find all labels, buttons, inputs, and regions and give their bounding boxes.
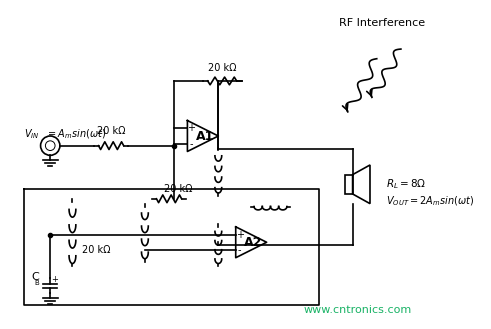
Text: $V_{IN}$: $V_{IN}$ <box>24 127 40 141</box>
Text: 20 kΩ: 20 kΩ <box>208 63 237 73</box>
Text: A2: A2 <box>244 236 262 249</box>
Text: 20 kΩ: 20 kΩ <box>97 126 125 136</box>
Text: A1: A1 <box>195 130 214 142</box>
Text: -: - <box>190 139 193 149</box>
Text: +: + <box>52 275 58 285</box>
Text: www.cntronics.com: www.cntronics.com <box>303 305 411 315</box>
Text: -: - <box>238 245 241 255</box>
Text: +: + <box>236 230 244 240</box>
Text: $= A_m sin(\omega t)$: $= A_m sin(\omega t)$ <box>46 127 107 141</box>
Text: $R_L = 8\Omega$: $R_L = 8\Omega$ <box>386 177 427 191</box>
Text: RF Interference: RF Interference <box>338 18 425 28</box>
Text: $V_{OUT} = 2A_m sin(\omega t)$: $V_{OUT} = 2A_m sin(\omega t)$ <box>386 194 474 208</box>
Text: +: + <box>187 123 195 133</box>
Text: C: C <box>31 272 39 282</box>
Text: 20 kΩ: 20 kΩ <box>164 184 193 194</box>
Text: 20 kΩ: 20 kΩ <box>82 245 111 255</box>
Text: B: B <box>34 280 39 286</box>
